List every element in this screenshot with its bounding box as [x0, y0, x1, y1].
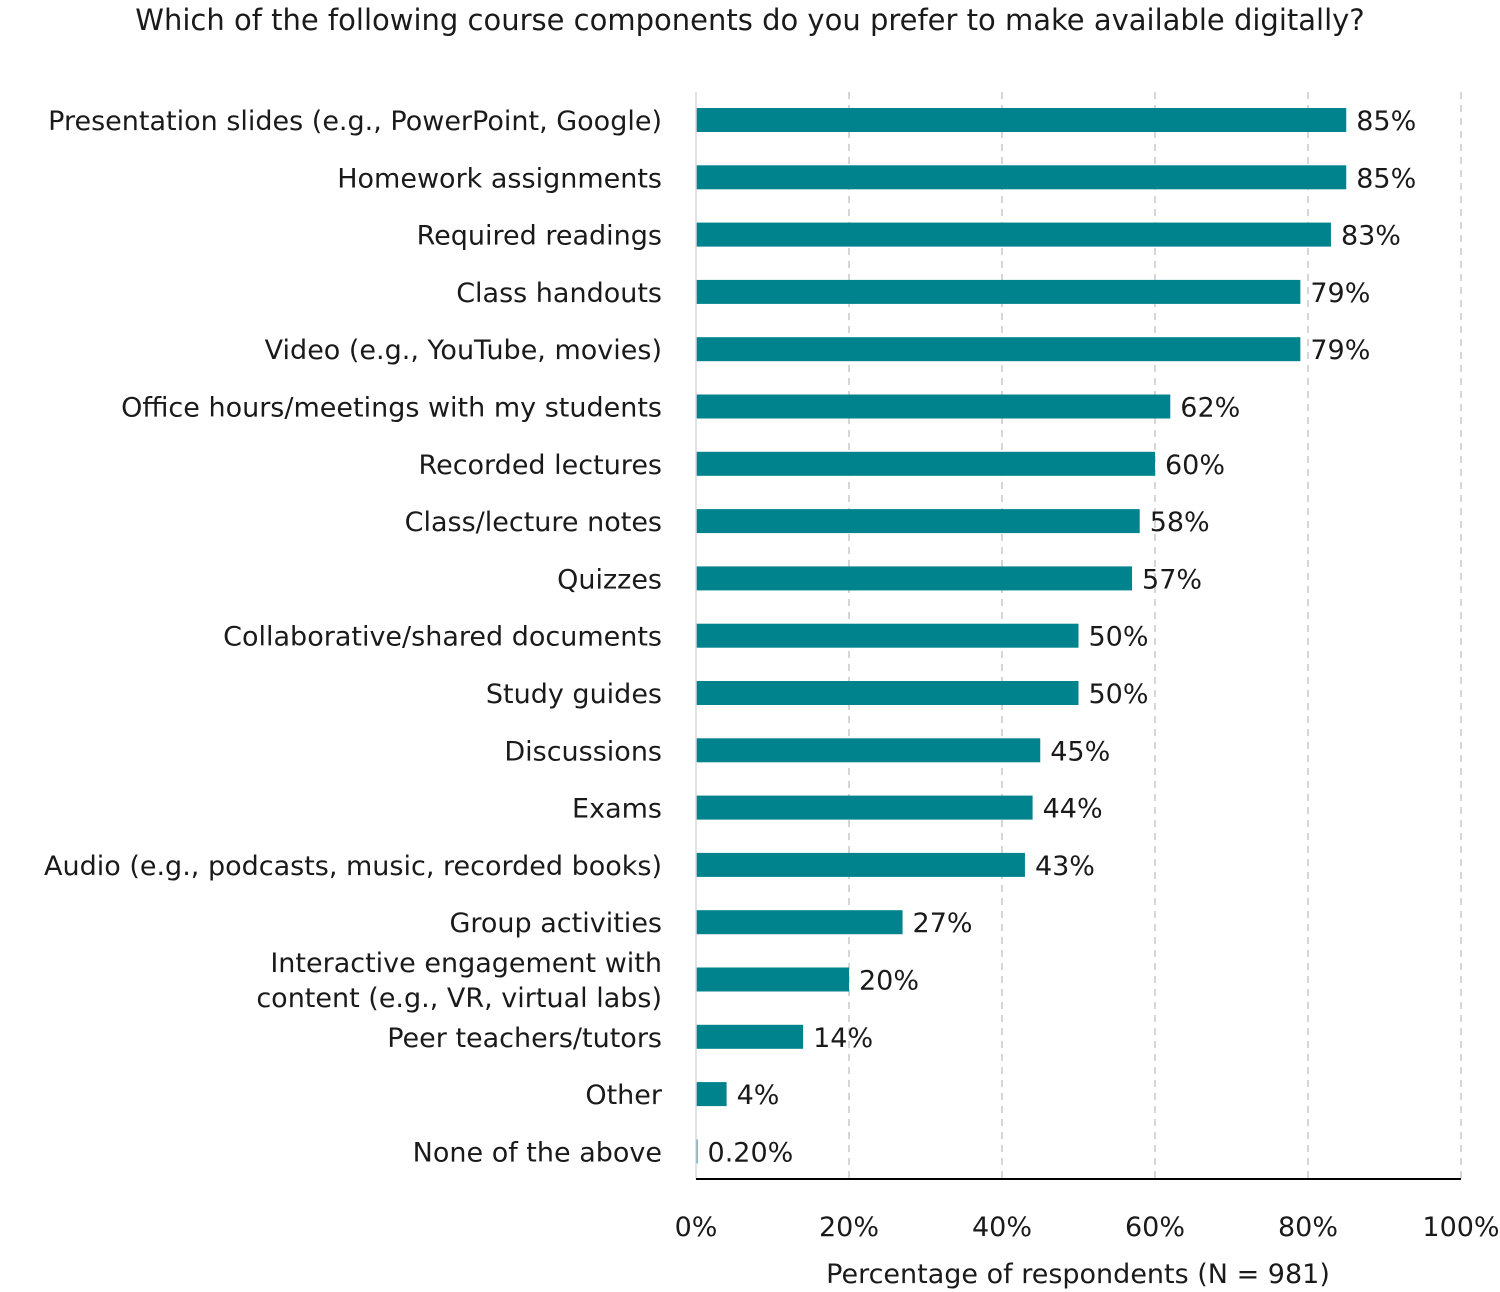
bar: [696, 279, 1301, 304]
category-label: Office hours/meetings with my students: [121, 393, 662, 424]
category-label: Peer teachers/tutors: [387, 1023, 662, 1054]
value-label: 27%: [913, 908, 973, 939]
x-tick-label: 40%: [972, 1212, 1032, 1243]
category-label: Collaborative/shared documents: [223, 622, 662, 653]
x-tick-label: 20%: [819, 1212, 879, 1243]
category-label: Quizzes: [557, 564, 662, 595]
bar: [696, 451, 1155, 476]
bar: [696, 1082, 727, 1107]
value-label: 57%: [1142, 564, 1202, 595]
bar: [696, 681, 1079, 705]
value-label: 14%: [813, 1023, 873, 1054]
category-label: None of the above: [413, 1137, 662, 1168]
bar: [696, 795, 1033, 820]
value-label: 43%: [1035, 851, 1095, 882]
labels: 85% Presentation slides (e.g., PowerPoint…: [44, 106, 1416, 1168]
value-label: 50%: [1089, 679, 1149, 710]
bar: [696, 738, 1041, 763]
value-label: 44%: [1043, 794, 1103, 825]
value-label: 85%: [1356, 106, 1416, 137]
value-label: 45%: [1050, 736, 1110, 767]
x-tick-label: 60%: [1125, 1212, 1185, 1243]
value-label: 58%: [1150, 507, 1210, 538]
category-label: Interactive engagement with: [270, 948, 662, 979]
x-axis: 0% 20% 40% 60% 80% 100%: [675, 92, 1500, 1243]
value-label: 4%: [737, 1080, 780, 1111]
bar: [696, 566, 1133, 591]
x-tick-label: 80%: [1278, 1212, 1338, 1243]
bar: [696, 1024, 804, 1049]
value-label: 62%: [1180, 393, 1240, 424]
bar: [696, 623, 1079, 648]
category-label: Class handouts: [456, 278, 662, 309]
category-label: Homework assignments: [337, 163, 662, 194]
x-axis-title: Percentage of respondents (N = 981): [826, 1259, 1330, 1290]
x-tick-label: 0%: [675, 1212, 718, 1243]
category-label: Class/lecture notes: [405, 507, 662, 538]
value-label: 50%: [1089, 622, 1149, 653]
category-label: Study guides: [486, 679, 662, 710]
bar: [696, 967, 849, 992]
category-label: Video (e.g., YouTube, movies): [265, 335, 662, 366]
bar: [696, 108, 1347, 132]
category-label: Presentation slides (e.g., PowerPoint, G…: [48, 106, 662, 137]
value-label: 83%: [1341, 221, 1401, 252]
bar: [696, 394, 1171, 419]
category-label: Other: [585, 1080, 663, 1111]
bar: [696, 910, 903, 935]
category-label: Required readings: [417, 221, 662, 252]
bar: [696, 222, 1331, 247]
bar: [696, 509, 1140, 534]
bars: [696, 108, 1347, 1164]
bar: [696, 337, 1301, 362]
bar: [696, 1139, 698, 1164]
value-label: 79%: [1310, 335, 1370, 366]
chart-title: Which of the following course components…: [135, 3, 1365, 37]
category-label: Audio (e.g., podcasts, music, recorded b…: [44, 851, 662, 882]
category-label: content (e.g., VR, virtual labs): [256, 983, 662, 1014]
bar: [696, 165, 1347, 190]
value-label: 79%: [1310, 278, 1370, 309]
value-label: 20%: [859, 966, 919, 997]
value-label: 60%: [1165, 450, 1225, 481]
category-label: Group activities: [449, 908, 662, 939]
value-label: 0.20%: [708, 1137, 794, 1168]
x-tick-label: 100%: [1422, 1212, 1499, 1243]
value-label: 85%: [1356, 163, 1416, 194]
category-label: Exams: [572, 794, 662, 825]
category-label: Recorded lectures: [419, 450, 662, 481]
bar: [696, 852, 1025, 877]
category-label: Discussions: [504, 736, 662, 767]
